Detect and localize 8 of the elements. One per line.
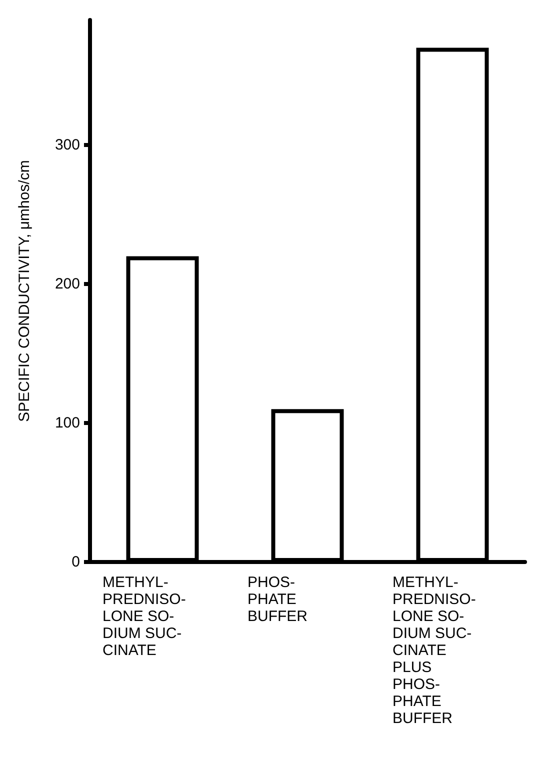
y-tick-label: 300: [54, 136, 80, 154]
y-axis-title: SPECIFIC CONDUCTIVITY, μmhos/cm: [16, 160, 33, 422]
x-tick-label: PHOS- PHATE BUFFER: [248, 574, 308, 625]
y-tick-label: 100: [54, 414, 80, 432]
y-tick-label: 0: [72, 554, 80, 570]
category-label: METHYL- PREDNISO- LONE SO- DIUM SUC- CINATE PLUS PHOS- PHATE BUFFER: [392, 574, 476, 727]
y-tick-label: 200: [54, 276, 80, 293]
x-tick-label: METHYL- PREDNISO- LONE SO- DIUM SUC- CINATE: [102, 574, 186, 659]
